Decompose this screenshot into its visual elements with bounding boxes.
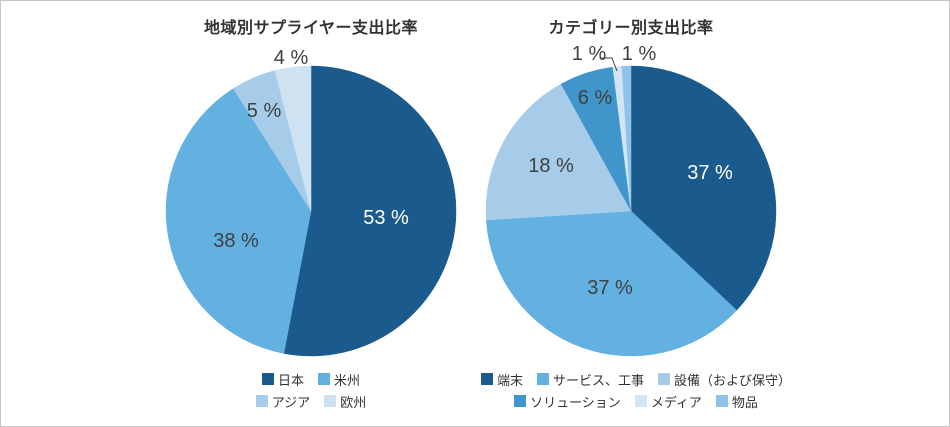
legend-row: 日本 米州 <box>156 369 466 389</box>
legend-swatch-asia <box>255 395 268 407</box>
chart-title-region-spend: 地域別サプライヤー支出比率 <box>203 20 419 37</box>
pie-chart-region-spend: 53 % 38 % 5 % 4 % <box>165 47 457 357</box>
legend-swatch-solutions <box>514 395 527 407</box>
legend-swatch-services <box>536 373 549 385</box>
legend-swatch-europe <box>324 395 337 407</box>
legend-item-media: メディア <box>634 392 702 411</box>
slice-value-label: 4 % <box>274 47 309 69</box>
legend-label-europe: 欧州 <box>340 394 367 410</box>
legend-swatch-goods <box>715 395 728 407</box>
slice-value-label: 38 % <box>213 230 259 252</box>
legend-label-americas: 米州 <box>334 372 361 388</box>
legend-swatch-terminals <box>480 373 493 385</box>
legend-item-europe: 欧州 <box>324 392 366 411</box>
legend-label-japan: 日本 <box>277 372 304 388</box>
slice-value-label: 6 % <box>578 87 613 109</box>
legend-label-services: サービス、工事 <box>552 372 644 388</box>
legend-row: アジア 欧州 <box>156 391 466 411</box>
pie-slice <box>621 65 632 212</box>
legend-label-goods: 物品 <box>731 394 758 410</box>
legend-item-japan: 日本 <box>261 370 304 389</box>
legend-label-asia: アジア <box>271 394 311 410</box>
slice-value-label: 5 % <box>247 100 282 122</box>
legend-item-services: サービス、工事 <box>536 370 644 389</box>
slice-value-label: 37 % <box>687 162 733 184</box>
legend-item-equipment: 設備（および保守） <box>658 370 791 389</box>
legend-item-americas: 米州 <box>318 370 360 389</box>
slice-value-label: 1 % <box>622 43 657 65</box>
legend-item-terminals: 端末 <box>480 370 523 389</box>
legend-label-terminals: 端末 <box>496 372 523 388</box>
slice-value-label: 18 % <box>528 155 574 177</box>
legend-label-equipment: 設備（および保守） <box>674 372 792 388</box>
pie-slice <box>486 210 738 357</box>
legend-swatch-americas <box>318 373 330 385</box>
legend-item-asia: アジア <box>255 392 311 411</box>
slice-value-label: 53 % <box>363 207 409 229</box>
legend-label-media: メディア <box>650 394 702 410</box>
legend-swatch-japan <box>261 373 274 385</box>
pie-slice <box>165 88 312 354</box>
chart-title-category-spend: カテゴリー別支出比率 <box>548 20 714 37</box>
legend-item-solutions: ソリューション <box>514 392 621 411</box>
legend-item-goods: 物品 <box>715 392 758 411</box>
pie-chart-category-spend: 37 % 37 % 18 % 6 % 1 % 1 % <box>485 43 777 357</box>
pie-slice <box>283 65 457 357</box>
legend-category-spend: 端末 サービス、工事 設備（および保守） ソリューション メディア 物 <box>474 369 798 413</box>
legend-region-spend: 日本 米州 アジア 欧州 <box>156 369 466 413</box>
slice-value-label: 1 % <box>572 43 607 65</box>
legend-row: 端末 サービス、工事 設備（および保守） <box>474 369 798 389</box>
pie-slice <box>274 65 312 212</box>
pie-slice <box>485 83 632 221</box>
slice-value-label: 37 % <box>587 277 633 299</box>
legend-row: ソリューション メディア 物品 <box>474 391 798 411</box>
pie-slice <box>630 65 777 311</box>
legend-label-solutions: ソリューション <box>530 394 621 410</box>
legend-swatch-media <box>634 395 647 407</box>
legend-swatch-equipment <box>658 373 670 385</box>
label-leader-line <box>601 57 618 72</box>
